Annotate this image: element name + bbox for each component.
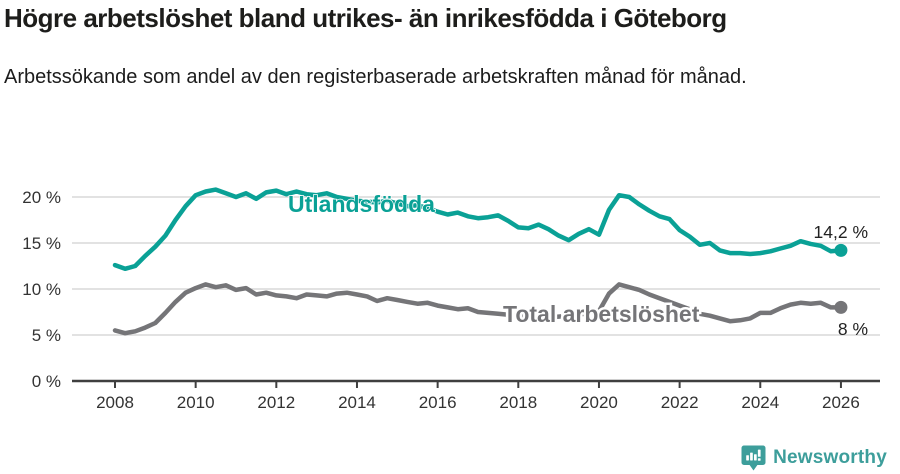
x-tick-label: 2010	[177, 393, 215, 412]
y-tick-label: 0 %	[32, 372, 61, 391]
chart-title: Högre arbetslöshet bland utrikes- än inr…	[4, 3, 727, 33]
chart-subtitle: Arbetssökande som andel av den registerb…	[4, 66, 747, 88]
y-tick-label: 10 %	[22, 280, 61, 299]
x-tick-label: 2020	[580, 393, 618, 412]
brand-footer: Newsworthy	[741, 445, 887, 471]
y-tick-label: 20 %	[22, 188, 61, 207]
series-label-total: Total arbetslöshet	[503, 301, 700, 327]
x-tick-label: 2012	[257, 393, 295, 412]
x-tick-label: 2018	[499, 393, 537, 412]
x-tick-label: 2022	[661, 393, 699, 412]
series-label-utlandsfodda: Utlandsfödda	[288, 191, 435, 217]
brand-name: Newsworthy	[773, 447, 887, 468]
end-dot-total	[834, 300, 848, 314]
end-dot-utlandsfodda	[834, 243, 848, 257]
end-value-label-total: 8 %	[838, 319, 868, 339]
y-tick-label: 5 %	[32, 326, 61, 345]
series-line-total	[112, 282, 844, 336]
x-tick-label: 2008	[96, 393, 134, 412]
end-value-label-utlandsfodda: 14,2 %	[814, 222, 868, 242]
series-line-utlandsfodda	[112, 187, 844, 272]
x-tick-label: 2024	[741, 393, 779, 412]
x-tick-label: 2016	[419, 393, 457, 412]
x-tick-label: 2014	[338, 393, 376, 412]
newsworthy-logo-icon	[741, 445, 766, 471]
y-tick-label: 15 %	[22, 234, 61, 253]
x-tick-label: 2026	[822, 393, 860, 412]
